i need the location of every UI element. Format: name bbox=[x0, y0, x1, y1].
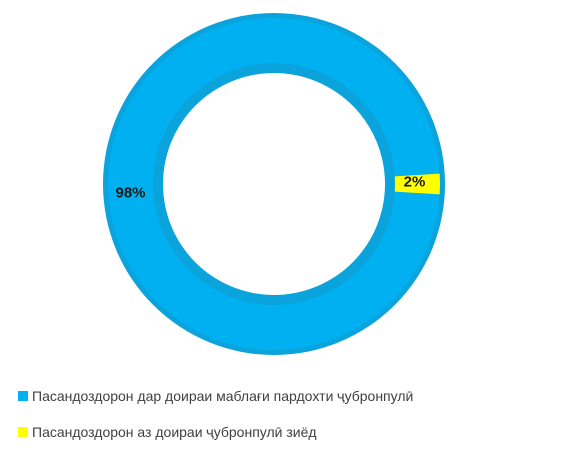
data-label-0: 98% bbox=[115, 185, 145, 202]
legend-item-exceeding: Пасандоздорон аз доираи ҷубронпулӣ зиёд bbox=[18, 422, 413, 442]
donut-chart: 98% 2% bbox=[103, 13, 445, 355]
legend-item-within: Пасандоздорон дар доираи маблағи пардохт… bbox=[18, 386, 413, 406]
legend: Пасандоздорон дар доираи маблағи пардохт… bbox=[18, 386, 413, 458]
legend-label-within: Пасандоздорон дар доираи маблағи пардохт… bbox=[32, 388, 414, 404]
donut-slices bbox=[103, 13, 445, 355]
legend-swatch-exceeding bbox=[18, 427, 28, 437]
donut-hole bbox=[163, 73, 385, 295]
data-label-1: 2% bbox=[404, 174, 426, 191]
data-labels: 98% 2% bbox=[115, 174, 425, 202]
legend-label-exceeding: Пасандоздорон аз доираи ҷубронпулӣ зиёд bbox=[32, 424, 317, 440]
donut-slice-1 bbox=[394, 173, 440, 195]
legend-swatch-within bbox=[18, 391, 28, 401]
